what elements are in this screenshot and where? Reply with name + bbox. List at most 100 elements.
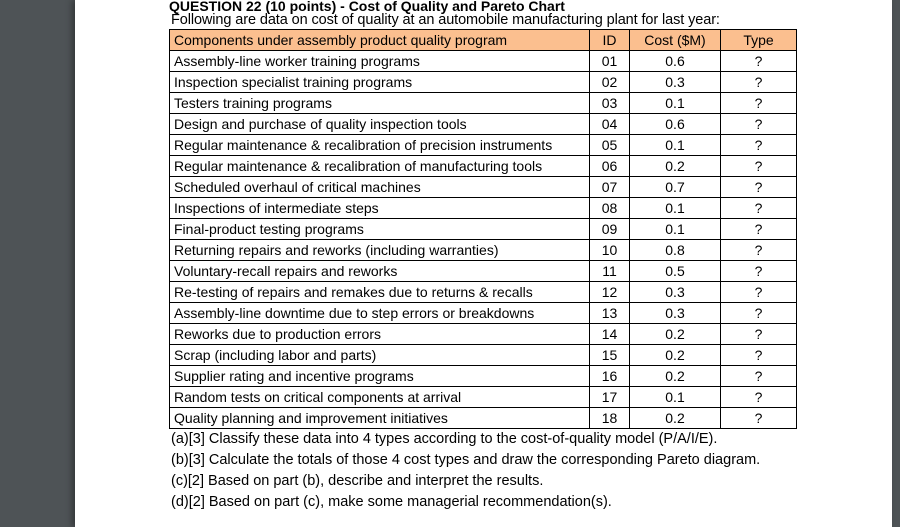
table-row: Voluntary-recall repairs and reworks 11 0.… bbox=[169, 260, 797, 282]
type-cell: ? bbox=[720, 197, 797, 219]
type-cell: ? bbox=[720, 344, 797, 366]
component-cell: Quality planning and improvement initiat… bbox=[169, 407, 590, 429]
cost-cell: 0.6 bbox=[629, 113, 721, 135]
table-header-row: Components under assembly product qualit… bbox=[169, 29, 797, 51]
type-cell: ? bbox=[720, 155, 797, 177]
cost-cell: 0.2 bbox=[629, 365, 721, 387]
id-cell: 17 bbox=[589, 386, 630, 408]
id-cell: 16 bbox=[589, 365, 630, 387]
id-cell: 13 bbox=[589, 302, 630, 324]
id-cell: 04 bbox=[589, 113, 630, 135]
cost-cell: 0.2 bbox=[629, 407, 721, 429]
table-row: Re-testing of repairs and remakes due to… bbox=[169, 281, 797, 303]
component-cell: Regular maintenance & recalibration of p… bbox=[169, 134, 590, 156]
type-cell: ? bbox=[720, 71, 797, 93]
cost-cell: 0.1 bbox=[629, 386, 721, 408]
cost-cell: 0.6 bbox=[629, 50, 721, 72]
type-cell: ? bbox=[720, 281, 797, 303]
component-cell: Supplier rating and incentive programs bbox=[169, 365, 590, 387]
question-title: QUESTION 22 (10 points) - Cost of Qualit… bbox=[169, 0, 565, 14]
cost-cell: 0.1 bbox=[629, 134, 721, 156]
id-cell: 03 bbox=[589, 92, 630, 114]
header-cost: Cost ($M) bbox=[629, 29, 721, 51]
id-cell: 18 bbox=[589, 407, 630, 429]
cost-cell: 0.2 bbox=[629, 155, 721, 177]
id-cell: 02 bbox=[589, 71, 630, 93]
cost-cell: 0.3 bbox=[629, 281, 721, 303]
table-row: Reworks due to production errors 14 0.2? bbox=[169, 323, 797, 345]
id-cell: 07 bbox=[589, 176, 630, 198]
component-cell: Scheduled overhaul of critical machines bbox=[169, 176, 590, 198]
table-row: Inspections of intermediate steps 08 0.1? bbox=[169, 197, 797, 219]
question-a: (a)[3] Classify these data into 4 types … bbox=[171, 431, 718, 447]
component-cell: Design and purchase of quality inspectio… bbox=[169, 113, 590, 135]
table-row: Assembly-line worker training programs 01… bbox=[169, 50, 797, 72]
type-cell: ? bbox=[720, 134, 797, 156]
component-cell: Random tests on critical components at a… bbox=[169, 386, 590, 408]
document-page: QUESTION 22 (10 points) - Cost of Qualit… bbox=[75, 0, 892, 527]
type-cell: ? bbox=[720, 176, 797, 198]
table-row: Random tests on critical components at a… bbox=[169, 386, 797, 408]
component-cell: Inspections of intermediate steps bbox=[169, 197, 590, 219]
table-row: Regular maintenance & recalibration of p… bbox=[169, 134, 797, 156]
type-cell: ? bbox=[720, 239, 797, 261]
type-cell: ? bbox=[720, 386, 797, 408]
id-cell: 09 bbox=[589, 218, 630, 240]
table-row: Assembly-line downtime due to step error… bbox=[169, 302, 797, 324]
cost-cell: 0.8 bbox=[629, 239, 721, 261]
table-row: Scrap (including labor and parts) 15 0.2? bbox=[169, 344, 797, 366]
cost-cell: 0.5 bbox=[629, 260, 721, 282]
id-cell: 01 bbox=[589, 50, 630, 72]
header-type: Type bbox=[720, 29, 797, 51]
table-row: Design and purchase of quality inspectio… bbox=[169, 113, 797, 135]
table-row: Final-product testing programs 09 0.1? bbox=[169, 218, 797, 240]
type-cell: ? bbox=[720, 92, 797, 114]
header-components: Components under assembly product qualit… bbox=[169, 29, 590, 51]
type-cell: ? bbox=[720, 302, 797, 324]
id-cell: 14 bbox=[589, 323, 630, 345]
cost-table: Components under assembly product qualit… bbox=[169, 29, 797, 429]
cost-cell: 0.7 bbox=[629, 176, 721, 198]
question-b: (b)[3] Calculate the totals of those 4 c… bbox=[171, 452, 761, 468]
id-cell: 12 bbox=[589, 281, 630, 303]
cost-cell: 0.3 bbox=[629, 302, 721, 324]
id-cell: 05 bbox=[589, 134, 630, 156]
type-cell: ? bbox=[720, 260, 797, 282]
cost-cell: 0.2 bbox=[629, 323, 721, 345]
component-cell: Final-product testing programs bbox=[169, 218, 590, 240]
component-cell: Reworks due to production errors bbox=[169, 323, 590, 345]
component-cell: Assembly-line downtime due to step error… bbox=[169, 302, 590, 324]
component-cell: Returning repairs and reworks (including… bbox=[169, 239, 590, 261]
type-cell: ? bbox=[720, 218, 797, 240]
cost-cell: 0.1 bbox=[629, 218, 721, 240]
type-cell: ? bbox=[720, 323, 797, 345]
component-cell: Voluntary-recall repairs and reworks bbox=[169, 260, 590, 282]
type-cell: ? bbox=[720, 113, 797, 135]
component-cell: Assembly-line worker training programs bbox=[169, 50, 590, 72]
table-row: Quality planning and improvement initiat… bbox=[169, 407, 797, 429]
id-cell: 10 bbox=[589, 239, 630, 261]
type-cell: ? bbox=[720, 50, 797, 72]
question-d: (d)[2] Based on part (c), make some mana… bbox=[171, 494, 612, 510]
cost-cell: 0.2 bbox=[629, 344, 721, 366]
id-cell: 08 bbox=[589, 197, 630, 219]
table-row: Returning repairs and reworks (including… bbox=[169, 239, 797, 261]
component-cell: Regular maintenance & recalibration of m… bbox=[169, 155, 590, 177]
table-row: Regular maintenance & recalibration of m… bbox=[169, 155, 797, 177]
type-cell: ? bbox=[720, 365, 797, 387]
component-cell: Inspection specialist training programs bbox=[169, 71, 590, 93]
header-id: ID bbox=[589, 29, 630, 51]
component-cell: Re-testing of repairs and remakes due to… bbox=[169, 281, 590, 303]
type-cell: ? bbox=[720, 407, 797, 429]
table-row: Supplier rating and incentive programs 16… bbox=[169, 365, 797, 387]
component-cell: Scrap (including labor and parts) bbox=[169, 344, 590, 366]
intro-text: Following are data on cost of quality at… bbox=[171, 12, 720, 28]
table-row: Scheduled overhaul of critical machines 0… bbox=[169, 176, 797, 198]
table-row: Testers training programs 03 0.1? bbox=[169, 92, 797, 114]
question-c: (c)[2] Based on part (b), describe and i… bbox=[171, 473, 544, 489]
cost-cell: 0.1 bbox=[629, 92, 721, 114]
id-cell: 15 bbox=[589, 344, 630, 366]
id-cell: 06 bbox=[589, 155, 630, 177]
component-cell: Testers training programs bbox=[169, 92, 590, 114]
id-cell: 11 bbox=[589, 260, 630, 282]
